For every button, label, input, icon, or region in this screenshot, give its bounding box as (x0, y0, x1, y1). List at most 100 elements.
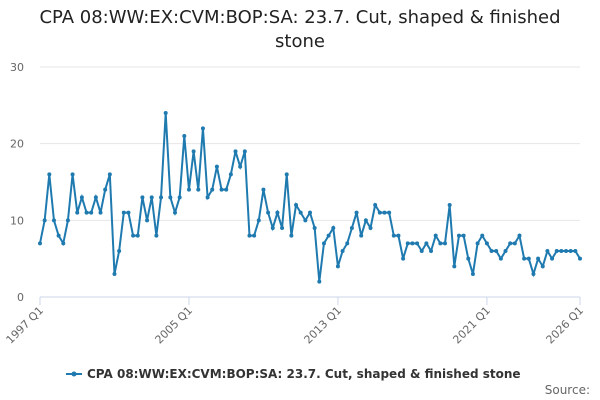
point (568, 249, 573, 253)
point (359, 233, 364, 238)
y-tick-label: 30 (10, 61, 24, 74)
point (550, 256, 555, 261)
point (38, 241, 42, 246)
point (447, 203, 452, 207)
point (466, 256, 471, 261)
source: Source: (545, 383, 590, 397)
point (335, 264, 340, 269)
legend-marker (71, 371, 77, 377)
y-tick-label: 0 (17, 291, 24, 304)
point (517, 233, 522, 238)
point (233, 149, 238, 154)
point (238, 164, 243, 169)
point (294, 203, 299, 207)
point (396, 233, 401, 238)
point (135, 233, 140, 238)
point (354, 210, 359, 215)
point (489, 249, 494, 253)
point (429, 249, 434, 253)
point (461, 233, 466, 238)
point (219, 187, 224, 192)
point (470, 272, 475, 276)
point (75, 210, 80, 215)
point (131, 233, 136, 238)
point (205, 195, 210, 200)
point (93, 195, 98, 200)
point (103, 187, 108, 192)
point (228, 172, 233, 177)
point (140, 195, 145, 200)
point (540, 264, 545, 269)
point (84, 210, 89, 215)
point (177, 195, 182, 200)
point (186, 187, 191, 192)
point (121, 210, 126, 215)
y-tick-label: 10 (10, 214, 24, 227)
point (349, 226, 354, 230)
point (573, 249, 578, 253)
point (98, 210, 103, 215)
point (401, 256, 406, 261)
point (498, 256, 503, 261)
point (126, 210, 131, 215)
point (312, 226, 317, 230)
point (284, 172, 289, 177)
point (173, 210, 177, 215)
point (247, 233, 252, 238)
point (252, 233, 257, 238)
point (564, 249, 569, 253)
point (443, 241, 447, 246)
point (61, 241, 66, 246)
point (578, 256, 582, 261)
point (79, 195, 84, 200)
point (196, 187, 201, 192)
point (424, 241, 429, 246)
point (317, 279, 322, 284)
point (51, 218, 56, 223)
point (275, 210, 280, 215)
y-tick-label: 20 (10, 138, 24, 151)
point (419, 249, 424, 253)
point (112, 272, 117, 276)
point (289, 233, 294, 238)
point (42, 218, 47, 223)
point (65, 218, 70, 223)
point (387, 210, 392, 215)
point (331, 226, 336, 230)
x-tick-label: 2013 Q1 (302, 304, 345, 347)
point (214, 164, 219, 169)
point (340, 249, 345, 253)
point (531, 272, 536, 276)
point (554, 249, 559, 253)
point (280, 226, 285, 230)
x-tick-label: 2021 Q1 (450, 304, 493, 347)
point (545, 249, 550, 253)
point (480, 233, 485, 238)
point (494, 249, 499, 253)
point (484, 241, 489, 246)
point (503, 249, 508, 253)
point (308, 210, 312, 215)
point (163, 111, 168, 115)
point (168, 195, 173, 200)
series-line (39, 112, 581, 282)
x-tick-label: 2026 Q1 (544, 304, 587, 347)
point (559, 249, 564, 253)
point (303, 218, 308, 223)
point (256, 218, 261, 223)
point (456, 233, 461, 238)
point (405, 241, 410, 246)
point (149, 195, 154, 200)
point (382, 210, 387, 215)
point (373, 203, 378, 207)
point (391, 233, 396, 238)
chart-title: CPA 08:WW:EX:CVM:BOP:SA: 23.7. Cut, shap… (39, 7, 561, 52)
point (415, 241, 420, 246)
point (345, 241, 350, 246)
point (536, 256, 541, 261)
point (410, 241, 415, 246)
point (154, 233, 159, 238)
point (200, 126, 205, 131)
point (438, 241, 443, 246)
